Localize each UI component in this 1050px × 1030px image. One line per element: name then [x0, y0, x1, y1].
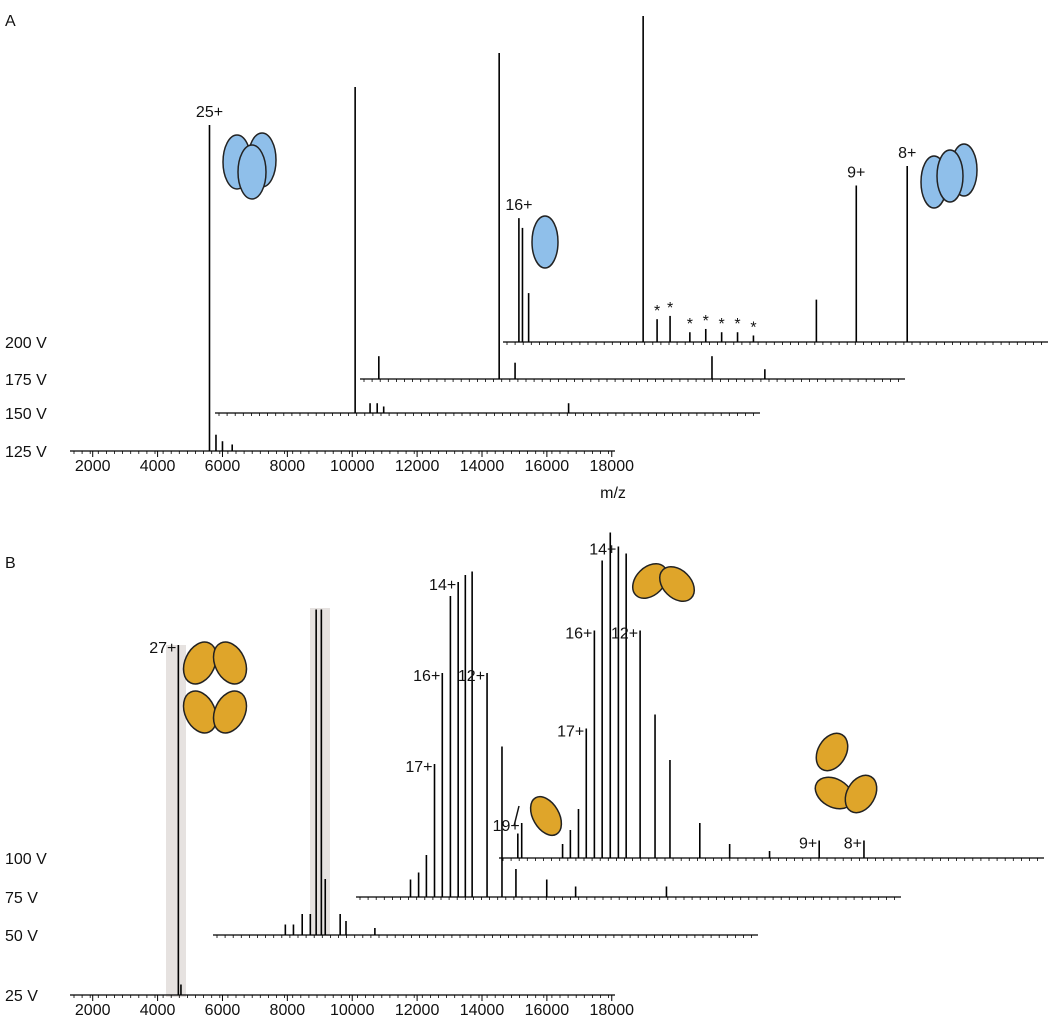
- x-tick-label: 16000: [525, 458, 570, 475]
- charge-label: 17+: [405, 759, 432, 776]
- peak-marker: *: [687, 316, 693, 333]
- trace-label: 150 V: [5, 406, 47, 423]
- x-axis-label: m/z: [600, 485, 626, 502]
- x-tick-label: 18000: [590, 458, 635, 475]
- charge-label: 19+: [493, 818, 520, 835]
- trace-label: 100 V: [5, 851, 47, 868]
- x-tick-label: 8000: [270, 458, 306, 475]
- x-tick-label: 8000: [270, 1002, 306, 1019]
- complex-icon: [814, 732, 878, 814]
- panel-label: B: [5, 555, 16, 572]
- x-tick-label: 2000: [75, 458, 111, 475]
- charge-label: 9+: [847, 165, 865, 182]
- x-tick-label: 2000: [75, 1002, 111, 1019]
- x-tick-label: 10000: [330, 1002, 375, 1019]
- charge-label: 16+: [413, 668, 440, 685]
- peak-marker: *: [667, 300, 673, 317]
- charge-label: 8+: [898, 145, 916, 162]
- trace-label: 50 V: [5, 928, 38, 945]
- peak-marker: *: [654, 303, 660, 320]
- x-tick-label: 4000: [140, 458, 176, 475]
- charge-label: 17+: [557, 724, 584, 741]
- peak-marker: *: [703, 313, 709, 330]
- peak-marker: *: [719, 316, 725, 333]
- complex-icon: [222, 132, 277, 200]
- charge-label: 25+: [196, 104, 223, 121]
- charge-label: 8+: [844, 836, 862, 853]
- trace-label: 75 V: [5, 890, 38, 907]
- complex-icon: [531, 215, 559, 269]
- x-tick-label: 10000: [330, 458, 375, 475]
- highlight-band: [310, 608, 330, 936]
- x-tick-label: 18000: [590, 1002, 635, 1019]
- complex-icon: [182, 641, 248, 734]
- complex-icon: [920, 143, 978, 209]
- x-tick-label: 12000: [395, 458, 440, 475]
- highlight-band: [166, 645, 186, 997]
- charge-label: 14+: [589, 542, 616, 559]
- charge-label: 14+: [429, 577, 456, 594]
- charge-label: 9+: [799, 836, 817, 853]
- panel-label: A: [5, 13, 16, 30]
- charge-label: 16+: [505, 197, 532, 214]
- x-tick-label: 14000: [460, 1002, 505, 1019]
- trace-label: 125 V: [5, 444, 47, 461]
- charge-label: 27+: [149, 640, 176, 657]
- x-tick-label: 6000: [205, 1002, 241, 1019]
- x-tick-label: 12000: [395, 1002, 440, 1019]
- x-tick-label: 16000: [525, 1002, 570, 1019]
- x-tick-label: 4000: [140, 1002, 176, 1019]
- trace-label: 200 V: [5, 335, 47, 352]
- peak-marker: *: [750, 319, 756, 336]
- complex-icon: [631, 562, 696, 603]
- trace-label: 25 V: [5, 988, 38, 1005]
- x-tick-label: 6000: [205, 458, 241, 475]
- complex-icon: [513, 795, 563, 837]
- charge-label: 12+: [458, 668, 485, 685]
- charge-label: 16+: [565, 626, 592, 643]
- charge-label: 12+: [611, 626, 638, 643]
- trace-label: 175 V: [5, 372, 47, 389]
- peak-marker: *: [734, 316, 740, 333]
- x-tick-label: 14000: [460, 458, 505, 475]
